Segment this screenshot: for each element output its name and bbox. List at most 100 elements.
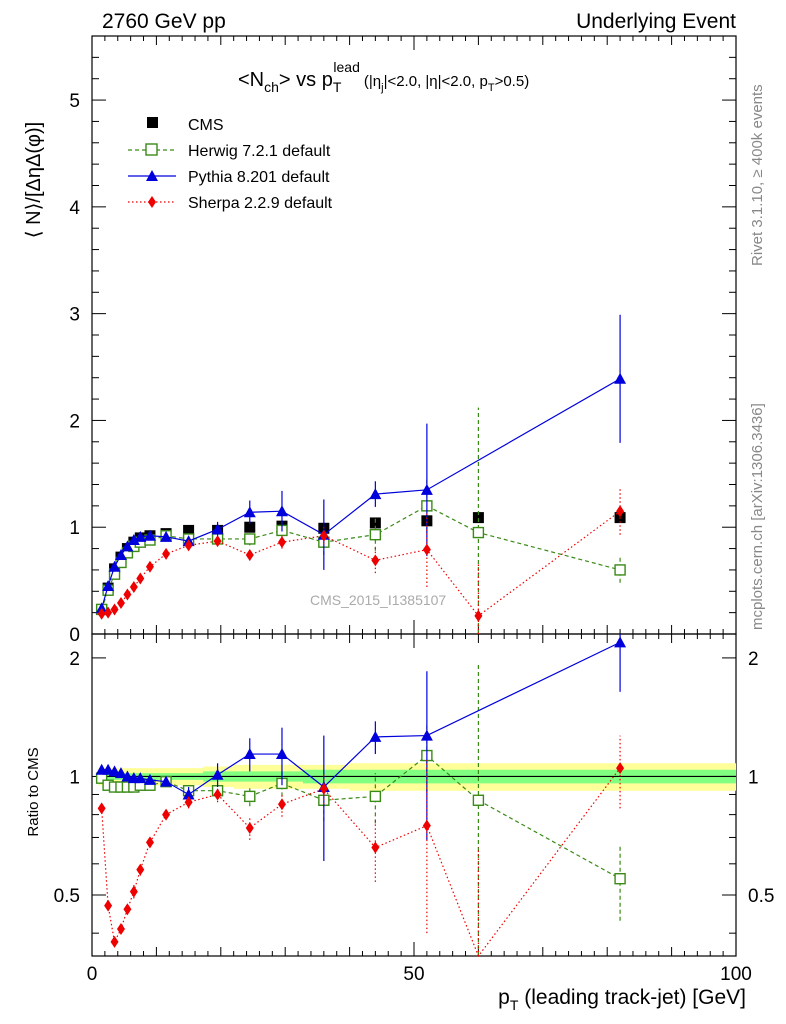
main-pythia-point [134,530,147,542]
main-sherpa-point [213,535,222,548]
main-pythia-point [143,529,156,541]
ratio-pythia-point [160,775,173,787]
x-tick-label: 100 [720,964,752,985]
ratio-pythia-point [182,788,195,800]
ratio-pythia-point [211,768,224,780]
ratio-pythia-point [275,748,288,760]
main-sherpa-point [422,543,431,556]
main-pythia-point [121,540,134,552]
main-pythia-point [211,523,224,535]
y-tick-label-ratio-right: 1 [748,767,759,788]
legend-pythia-label: Pythia 8.201 default [188,169,330,186]
main-y-axis-label: ⟨ N⟩/[ΔηΔ(φ)] [23,122,45,238]
y-tick-label-ratio-right: 0.5 [748,886,774,907]
y-tick-label-main: 3 [69,305,80,326]
main-cms-point [183,524,195,536]
ratio-sherpa-point [162,808,171,821]
ratio-sherpa-line [101,767,621,958]
ratio-pythia-point [243,748,256,760]
main-pythia-point [275,505,288,517]
main-pythia-point [102,579,115,591]
ratio-herwig-point [614,872,626,885]
ratio-sherpa-point [145,836,154,849]
y-tick-label-main: 5 [69,91,80,112]
main-cms-point [472,512,484,524]
axis-ticks: 0 50 100 0 1 2 3 4 5 0.5 0.5 1 1 2 2 [54,36,774,985]
legend: CMS Herwig 7.2.1 default Pythia 8.201 de… [128,117,333,212]
legend-sherpa-label: Sherpa 2.2.9 default [188,195,333,212]
main-cms-point [244,521,256,533]
ratio-sherpa-point [129,885,138,898]
main-sherpa-point [129,581,138,594]
main-herwig-point [614,564,626,576]
ratio-sherpa-point [116,922,125,935]
main-sherpa-point [145,560,154,573]
y-tick-label-main: 2 [69,411,80,432]
main-sherpa-point [319,529,328,542]
ratio-uncertainty-bands [98,763,736,791]
legend-pythia-marker [146,170,158,181]
analysis-watermark: CMS_2015_I1385107 [310,592,446,608]
main-sherpa-point [110,603,119,616]
ratio-herwig-point [244,790,256,803]
ratio-pythia-point [614,636,627,648]
rivet-version-text: Rivet 3.1.10, ≥ 400k events [749,84,766,266]
main-sherpa-point [277,536,286,549]
legend-herwig-marker [145,143,158,156]
y-tick-label-ratio: 0.5 [54,886,80,907]
y-tick-label-main: 0 [69,625,80,646]
x-axis-label: pT (leading track-jet) [GeV] [498,986,746,1013]
x-tick-label: 0 [87,964,98,985]
main-sherpa-point [162,547,171,560]
main-sherpa-point [104,606,113,619]
ratio-sherpa-point [422,819,431,832]
ratio-y-axis-label: Ratio to CMS [25,747,42,836]
ratio-sherpa-point [97,802,106,815]
mcplots-reference-text: mcplots.cern.ch [arXiv:1306.3436] [749,403,766,630]
main-sherpa-point [97,607,106,620]
ratio-pythia-point [134,772,147,784]
main-cms-point [369,517,381,529]
main-sherpa-point [184,539,193,552]
main-pythia-point [614,372,627,384]
y-tick-label-ratio-right: 2 [748,649,759,670]
main-pythia-point [114,548,127,560]
ratio-sherpa-point [277,798,286,811]
ratio-sherpa-point [123,903,132,916]
ratio-sherpa-point [104,899,113,912]
main-pythia-line [101,378,621,609]
legend-sherpa-marker [148,196,156,208]
main-sherpa-point [136,572,145,585]
main-herwig-point [244,533,256,545]
main-sherpa-point [474,609,483,622]
legend-cms-marker [147,117,158,128]
ratio-pythia-point [143,773,156,785]
main-pythia-point [108,560,121,572]
ratio-data-series [95,634,627,958]
header-right: Underlying Event [576,10,736,33]
main-pythia-point [160,530,173,542]
ratio-sherpa-point [184,796,193,809]
ratio-sherpa-point [616,762,625,775]
ratio-sherpa-point [371,841,380,854]
y-tick-label-main: 1 [69,518,80,539]
ratio-pythia-point [420,729,433,741]
ratio-sherpa-point [136,863,145,876]
ratio-pythia-point [369,730,382,742]
legend-cms-label: CMS [188,117,224,134]
ratio-sherpa-point [245,821,254,834]
main-sherpa-point [116,597,125,610]
main-sherpa-point [616,505,625,518]
main-sherpa-point [245,548,254,561]
main-herwig-point [369,528,382,541]
main-sherpa-point [371,554,380,567]
ratio-herwig-point [369,790,382,803]
main-pythia-point [127,534,140,546]
ratio-sherpa-point [213,788,222,801]
plot-title: <Nch> vs pTlead(|ηj|<2.0, |η|<2.0, pT>0.… [238,59,529,95]
main-pythia-point [243,506,256,518]
ratio-pythia-point [114,767,127,779]
ratio-sherpa-point [110,935,119,948]
x-tick-label: 50 [403,964,424,985]
